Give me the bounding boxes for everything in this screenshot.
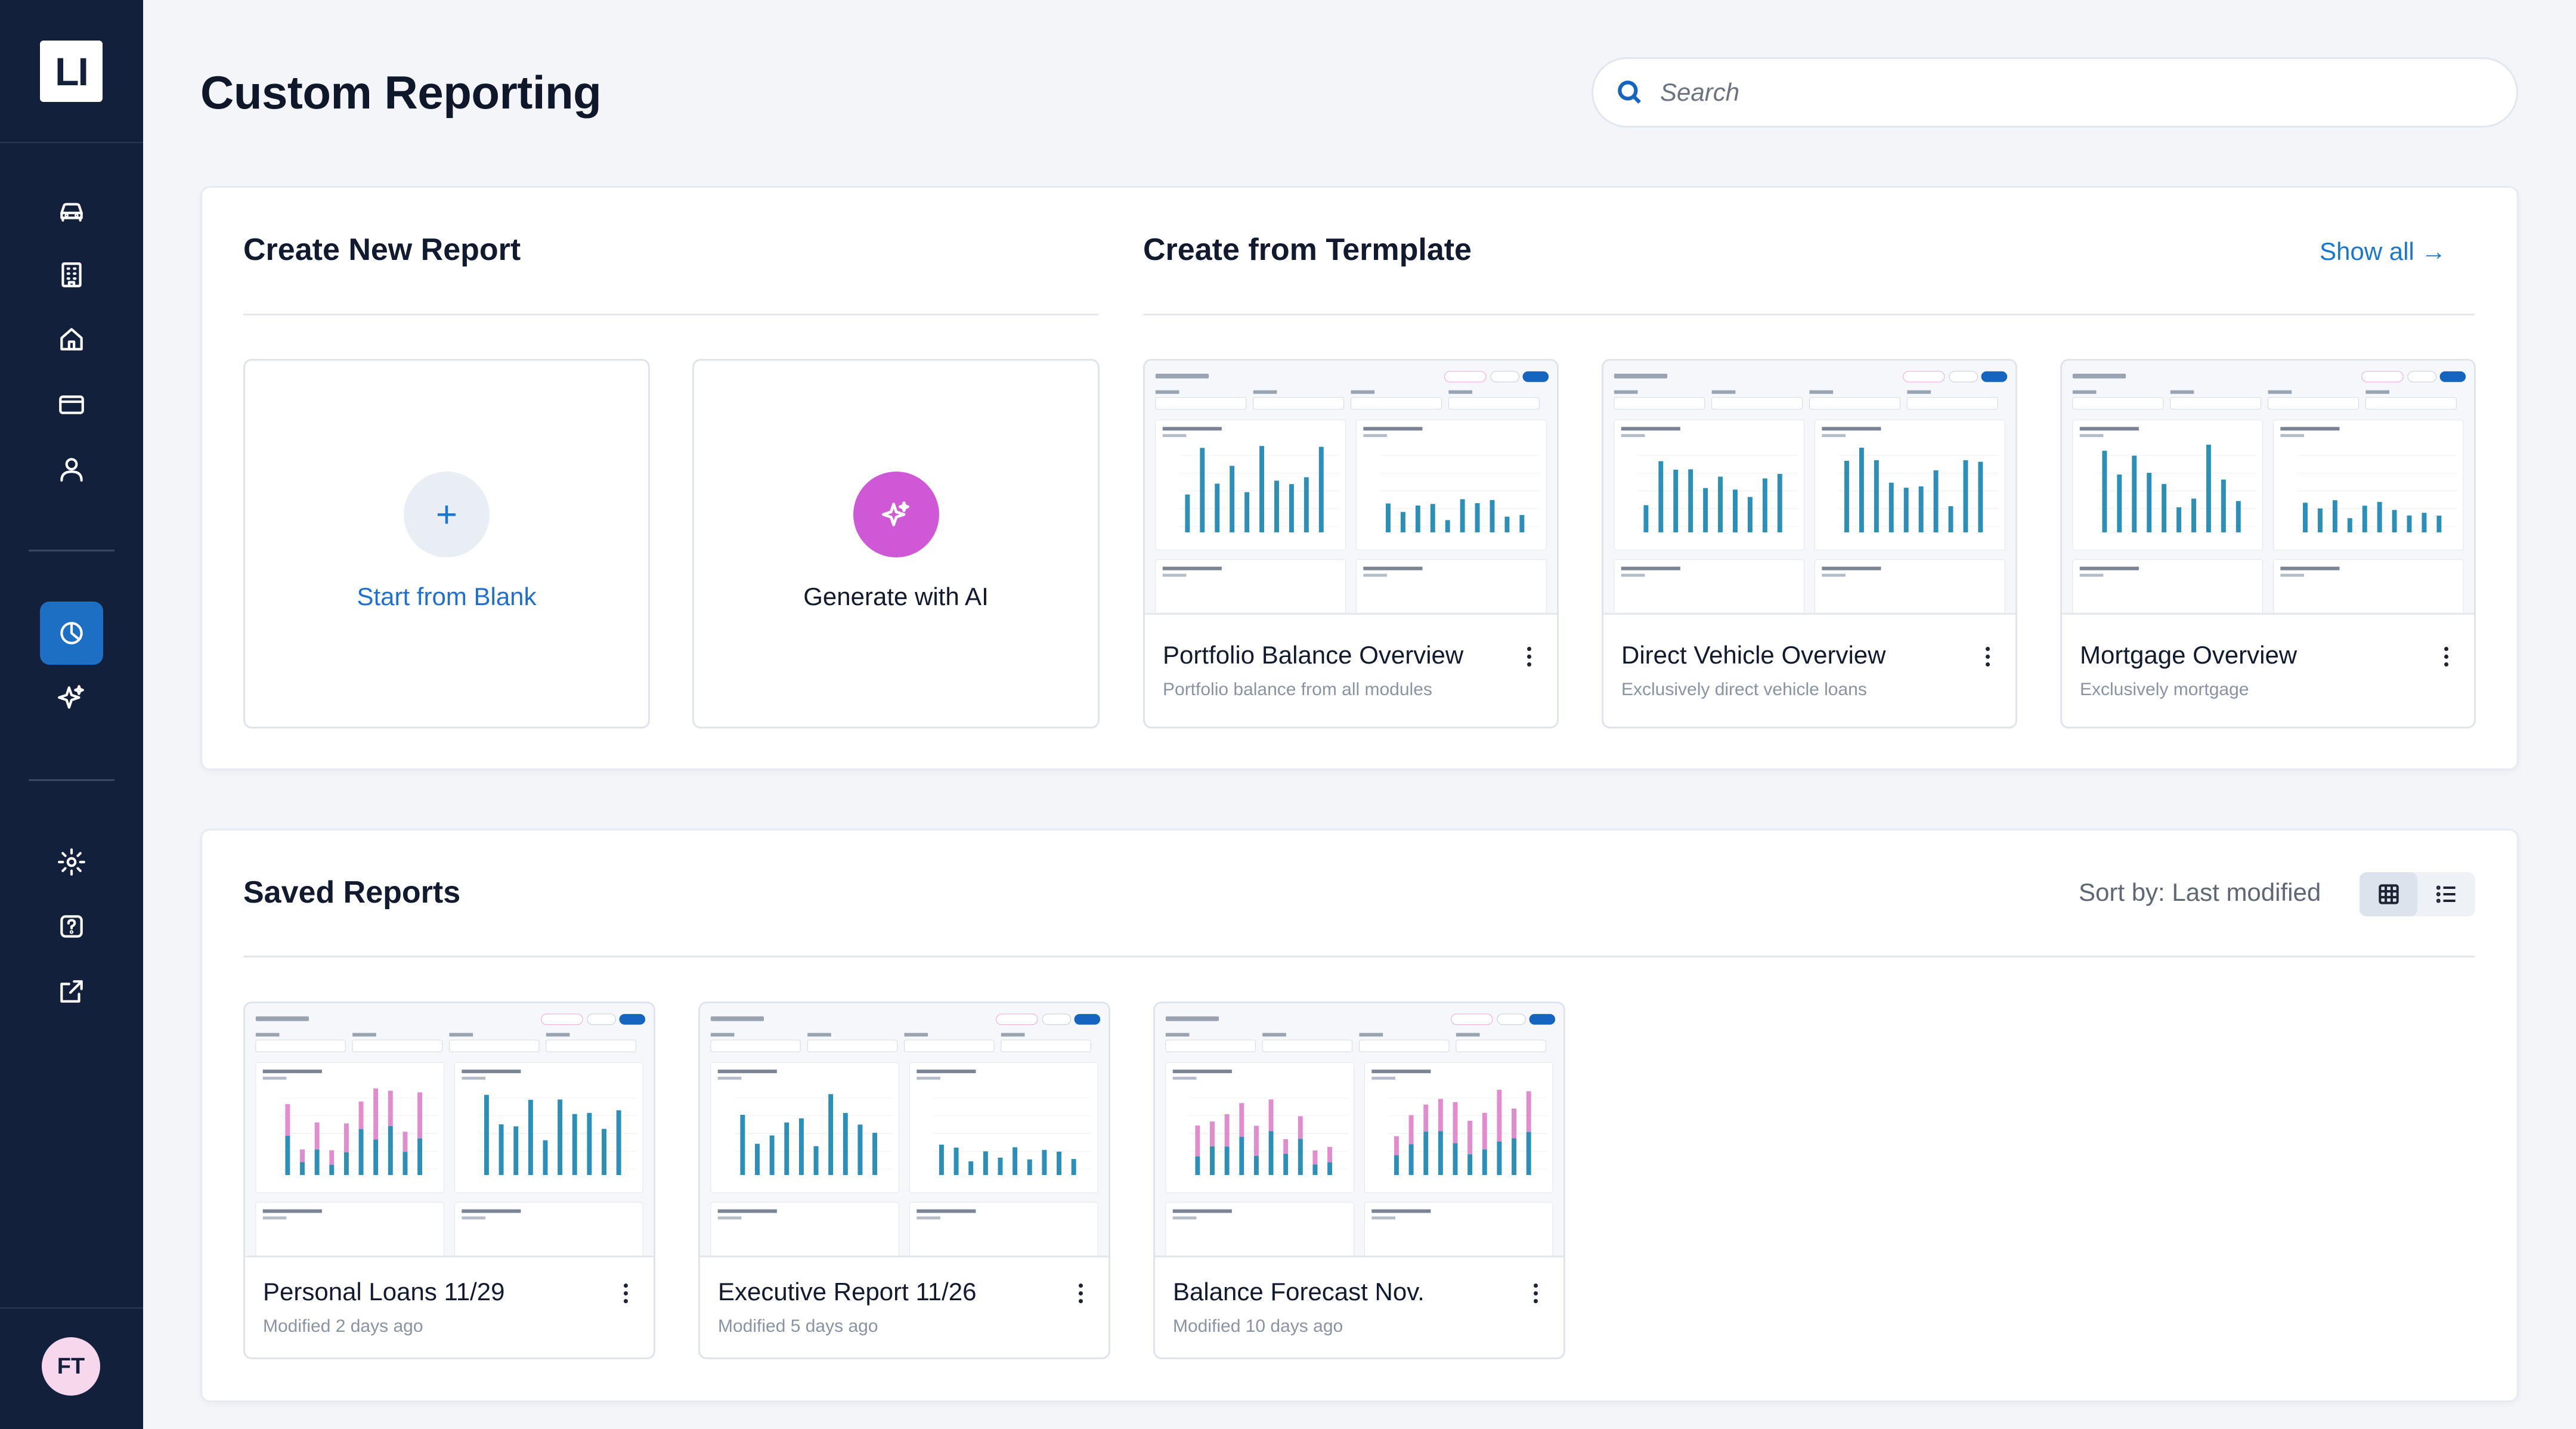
start-from-blank-label: Start from Blank	[357, 582, 537, 610]
sidebar: LI FT	[0, 0, 143, 1429]
saved-report-card[interactable]: Executive Report 11/26 Modified 5 days a…	[698, 1002, 1110, 1359]
more-options-icon[interactable]	[1979, 638, 1996, 674]
template-card[interactable]: Mortgage Overview Exclusively mortgage	[2060, 359, 2476, 729]
report-title: Personal Loans 11/29	[263, 1278, 505, 1306]
building-icon[interactable]	[40, 243, 103, 306]
view-toggle	[2360, 872, 2475, 916]
report-modified: Modified 5 days ago	[718, 1316, 878, 1336]
user-icon[interactable]	[40, 438, 103, 501]
template-subtitle: Exclusively direct vehicle loans	[1621, 680, 1867, 699]
section-divider	[243, 956, 2475, 957]
section-divider	[243, 314, 1098, 315]
sidebar-divider	[0, 142, 143, 143]
saved-report-card[interactable]: Balance Forecast Nov. Modified 10 days a…	[1153, 1002, 1565, 1359]
template-subtitle: Portfolio balance from all modules	[1163, 680, 1432, 699]
more-options-icon[interactable]	[1527, 1275, 1544, 1311]
sparkles-icon	[853, 472, 939, 557]
more-options-icon[interactable]	[1520, 638, 1538, 674]
template-title: Mortgage Overview	[2080, 641, 2298, 669]
credit-card-icon[interactable]	[40, 373, 103, 436]
saved-reports-title: Saved Reports	[243, 875, 461, 910]
help-icon[interactable]	[40, 895, 103, 958]
more-options-icon[interactable]	[617, 1275, 634, 1311]
template-thumbnail	[1145, 361, 1557, 615]
report-thumbnail	[700, 1003, 1109, 1257]
saved-reports-panel: Saved Reports Sort by: Last modified Per…	[200, 829, 2519, 1402]
show-all-link[interactable]: Show all →	[2320, 237, 2447, 265]
search-icon	[1618, 80, 1641, 104]
plus-icon: +	[404, 472, 490, 557]
report-title: Balance Forecast Nov.	[1173, 1278, 1425, 1306]
template-thumbnail	[2062, 361, 2474, 615]
template-thumbnail	[1603, 361, 2015, 615]
sidebar-divider	[29, 779, 114, 781]
sparkles-icon[interactable]	[40, 666, 103, 729]
saved-report-card[interactable]: Personal Loans 11/29 Modified 2 days ago	[243, 1002, 655, 1359]
report-thumbnail	[1155, 1003, 1563, 1257]
page-title: Custom Reporting	[200, 66, 602, 119]
sort-dropdown[interactable]: Sort by: Last modified	[2079, 878, 2321, 906]
report-thumbnail	[245, 1003, 654, 1257]
search-bar[interactable]	[1592, 57, 2518, 128]
report-modified: Modified 10 days ago	[1173, 1316, 1343, 1336]
templates-title: Create from Termplate	[1143, 233, 1472, 267]
create-panel: Create New Report Create from Termplate …	[200, 186, 2519, 770]
section-divider	[1143, 314, 2475, 315]
search-input[interactable]	[1660, 78, 2435, 107]
generate-with-ai-card[interactable]: Generate with AI	[692, 359, 1100, 729]
start-from-blank-card[interactable]: + Start from Blank	[243, 359, 650, 729]
sidebar-divider	[29, 550, 114, 551]
template-card[interactable]: Portfolio Balance Overview Portfolio bal…	[1143, 359, 1559, 729]
template-card[interactable]: Direct Vehicle Overview Exclusively dire…	[1602, 359, 2017, 729]
grid-view-icon[interactable]	[2360, 872, 2417, 916]
report-title: Executive Report 11/26	[718, 1278, 977, 1306]
generate-with-ai-label: Generate with AI	[803, 582, 989, 610]
gear-icon[interactable]	[40, 830, 103, 894]
template-subtitle: Exclusively mortgage	[2080, 680, 2249, 699]
more-options-icon[interactable]	[1072, 1275, 1089, 1311]
list-view-icon[interactable]	[2417, 872, 2475, 916]
app-logo[interactable]: LI	[40, 41, 103, 102]
external-link-icon[interactable]	[40, 960, 103, 1023]
template-title: Direct Vehicle Overview	[1621, 641, 1886, 669]
home-icon[interactable]	[40, 308, 103, 371]
sidebar-divider	[0, 1307, 143, 1309]
more-options-icon[interactable]	[2437, 638, 2455, 674]
pie-chart-icon[interactable]	[40, 602, 103, 665]
car-icon[interactable]	[40, 179, 103, 242]
create-new-report-title: Create New Report	[243, 233, 521, 267]
avatar[interactable]: FT	[42, 1337, 100, 1396]
template-title: Portfolio Balance Overview	[1163, 641, 1464, 669]
report-modified: Modified 2 days ago	[263, 1316, 423, 1336]
